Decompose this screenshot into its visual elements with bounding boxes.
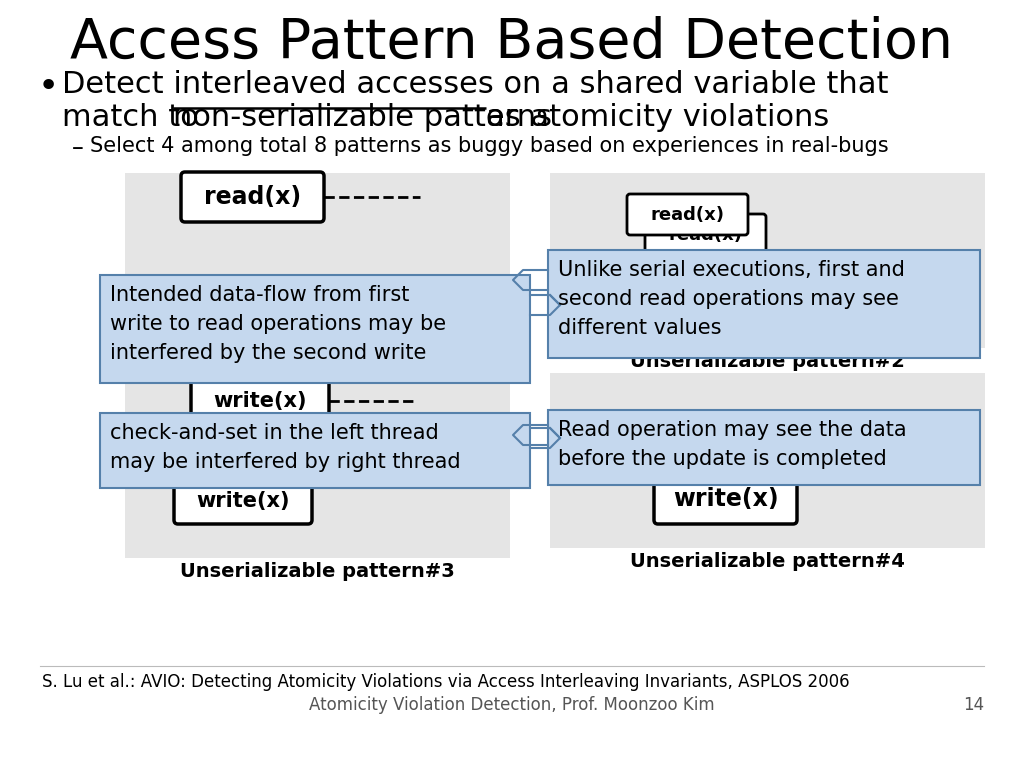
Text: 14: 14: [963, 696, 984, 714]
Text: match to: match to: [62, 103, 209, 132]
FancyBboxPatch shape: [125, 373, 510, 558]
Text: Select 4 among total 8 patterns as buggy based on experiences in real-bugs: Select 4 among total 8 patterns as buggy…: [90, 136, 889, 156]
FancyBboxPatch shape: [550, 373, 985, 548]
FancyBboxPatch shape: [645, 214, 766, 255]
Text: Access Pattern Based Detection: Access Pattern Based Detection: [71, 16, 953, 70]
Text: Detect interleaved accesses on a shared variable that: Detect interleaved accesses on a shared …: [62, 70, 889, 99]
Text: as atomicity violations: as atomicity violations: [486, 103, 829, 132]
Text: Atomicity Violation Detection, Prof. Moonzoo Kim: Atomicity Violation Detection, Prof. Moo…: [309, 696, 715, 714]
Text: Unserializable pattern#3: Unserializable pattern#3: [180, 562, 455, 581]
FancyBboxPatch shape: [548, 410, 980, 485]
FancyBboxPatch shape: [548, 250, 980, 358]
Text: Intended data-flow from first
write to read operations may be
interfered by the : Intended data-flow from first write to r…: [110, 285, 446, 362]
FancyBboxPatch shape: [627, 194, 748, 235]
Text: Unserializable pattern#4: Unserializable pattern#4: [630, 552, 905, 571]
FancyBboxPatch shape: [181, 172, 324, 222]
FancyBboxPatch shape: [100, 275, 530, 383]
FancyBboxPatch shape: [191, 378, 329, 424]
FancyBboxPatch shape: [174, 478, 312, 524]
Text: Unlike serial executions, first and
second read operations may see
different val: Unlike serial executions, first and seco…: [558, 260, 905, 338]
Text: •: •: [38, 70, 59, 104]
Text: S. Lu et al.: AVIO: Detecting Atomicity Violations via Access Interleaving Invar: S. Lu et al.: AVIO: Detecting Atomicity …: [42, 673, 850, 691]
FancyBboxPatch shape: [550, 173, 985, 348]
Text: read(x): read(x): [204, 185, 301, 209]
Text: Unserializable pattern#2: Unserializable pattern#2: [630, 352, 905, 371]
Text: check-and-set in the left thread
may be interfered by right thread: check-and-set in the left thread may be …: [110, 423, 461, 472]
Text: Read operation may see the data
before the update is completed: Read operation may see the data before t…: [558, 420, 906, 468]
FancyBboxPatch shape: [125, 173, 510, 358]
Text: write(x): write(x): [213, 391, 307, 411]
FancyBboxPatch shape: [100, 413, 530, 488]
FancyBboxPatch shape: [654, 474, 797, 524]
Text: read(x): read(x): [669, 226, 742, 243]
Text: write(x): write(x): [673, 487, 778, 511]
Text: write(x): write(x): [197, 491, 290, 511]
Text: non-serializable patterns: non-serializable patterns: [173, 103, 561, 132]
Text: Unserializable pattern#1: Unserializable pattern#1: [181, 362, 454, 381]
Text: read(x): read(x): [650, 206, 725, 223]
Text: –: –: [72, 136, 84, 160]
